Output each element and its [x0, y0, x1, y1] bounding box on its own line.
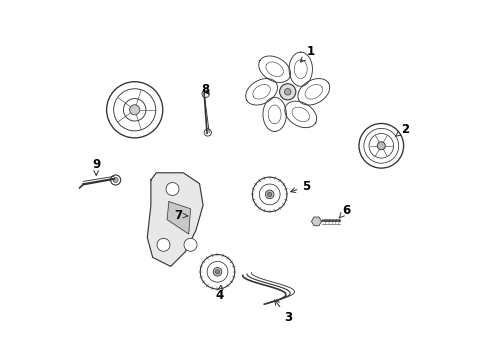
Text: 2: 2 — [395, 123, 408, 136]
Circle shape — [204, 129, 211, 136]
Circle shape — [267, 192, 271, 197]
Circle shape — [215, 270, 219, 274]
Text: 1: 1 — [300, 45, 315, 62]
Polygon shape — [297, 78, 329, 105]
Text: 4: 4 — [215, 285, 223, 302]
Polygon shape — [147, 173, 203, 266]
Circle shape — [166, 183, 179, 195]
Polygon shape — [288, 52, 312, 86]
Text: 8: 8 — [201, 83, 208, 96]
Circle shape — [183, 238, 197, 251]
Text: 6: 6 — [338, 204, 349, 218]
Circle shape — [377, 142, 385, 150]
Circle shape — [129, 105, 140, 115]
Text: 7: 7 — [173, 209, 187, 222]
Circle shape — [213, 267, 222, 276]
Text: 9: 9 — [92, 158, 100, 175]
Circle shape — [284, 89, 290, 95]
Polygon shape — [245, 78, 277, 105]
Circle shape — [110, 175, 121, 185]
Polygon shape — [311, 217, 321, 226]
Polygon shape — [167, 202, 190, 234]
Circle shape — [157, 238, 170, 251]
Circle shape — [265, 190, 273, 199]
Circle shape — [113, 177, 118, 183]
Polygon shape — [258, 56, 290, 82]
Text: 3: 3 — [274, 300, 292, 324]
Text: 5: 5 — [290, 180, 310, 193]
Polygon shape — [263, 97, 286, 131]
Circle shape — [202, 90, 209, 98]
Circle shape — [279, 84, 295, 100]
Polygon shape — [284, 101, 316, 128]
